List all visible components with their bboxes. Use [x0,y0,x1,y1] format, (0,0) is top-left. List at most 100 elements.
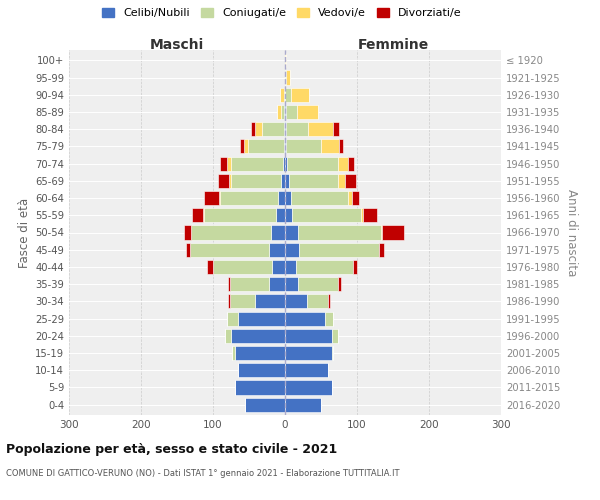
Bar [241,140,244,153]
Bar [299,242,379,257]
Bar [219,191,220,205]
Bar [286,105,296,119]
Bar [291,88,309,102]
Bar [284,140,285,153]
Bar [285,277,298,291]
Bar [229,174,231,188]
Bar [285,140,286,153]
Bar [280,88,284,102]
Bar [272,260,285,274]
Bar [277,105,281,119]
Bar [230,277,269,291]
Bar [232,346,235,360]
Bar [184,226,191,239]
Bar [285,346,332,360]
Bar [285,54,286,68]
Bar [225,328,231,343]
Bar [308,122,333,136]
Bar [339,140,343,153]
Bar [291,191,349,205]
Bar [328,294,329,308]
Bar [286,70,290,85]
Bar [285,312,325,326]
Bar [353,260,357,274]
Bar [285,363,328,378]
Bar [381,226,382,239]
Bar [248,140,284,153]
Text: Maschi: Maschi [150,38,204,52]
Bar [292,208,361,222]
Bar [251,122,255,136]
Bar [286,122,308,136]
Bar [332,328,338,343]
Text: COMUNE DI GATTICO-VERUNO (NO) - Dati ISTAT 1° gennaio 2021 - Elaborazione TUTTIT: COMUNE DI GATTICO-VERUNO (NO) - Dati IST… [6,468,400,477]
Text: Popolazione per età, sesso e stato civile - 2021: Popolazione per età, sesso e stato civil… [6,442,337,456]
Bar [361,208,363,222]
Bar [284,105,285,119]
Bar [231,156,283,170]
Bar [285,294,307,308]
Bar [338,156,349,170]
Bar [220,191,278,205]
Bar [325,312,333,326]
Bar [269,277,285,291]
Bar [231,328,285,343]
Bar [281,174,285,188]
Bar [284,88,285,102]
Bar [230,294,255,308]
Bar [285,156,287,170]
Bar [287,156,338,170]
Bar [285,105,286,119]
Bar [285,242,299,257]
Bar [285,208,292,222]
Bar [298,277,338,291]
Bar [285,174,289,188]
Bar [379,242,385,257]
Bar [281,105,284,119]
Bar [213,260,272,274]
Bar [285,328,332,343]
Bar [235,380,285,394]
Bar [296,260,353,274]
Bar [285,191,291,205]
Bar [205,208,277,222]
Bar [227,156,231,170]
Bar [349,191,352,205]
Bar [285,260,296,274]
Bar [283,156,285,170]
Bar [245,398,285,411]
Bar [285,88,291,102]
Bar [286,140,321,153]
Bar [228,277,230,291]
Bar [285,398,321,411]
Y-axis label: Anni di nascita: Anni di nascita [565,189,578,276]
Bar [349,156,354,170]
Bar [218,174,229,188]
Bar [262,122,284,136]
Bar [296,105,318,119]
Bar [227,312,238,326]
Bar [255,122,262,136]
Bar [285,380,332,394]
Bar [333,122,339,136]
Bar [190,242,269,257]
Bar [321,140,339,153]
Bar [284,122,285,136]
Bar [192,208,203,222]
Bar [332,346,333,360]
Bar [278,191,285,205]
Bar [235,346,285,360]
Bar [363,208,377,222]
Bar [238,363,285,378]
Bar [382,226,404,239]
Bar [285,70,286,85]
Y-axis label: Fasce di età: Fasce di età [18,198,31,268]
Bar [289,174,338,188]
Bar [228,294,230,308]
Bar [220,156,227,170]
Bar [338,277,341,291]
Bar [203,208,205,222]
Bar [352,191,359,205]
Text: Femmine: Femmine [358,38,428,52]
Bar [271,226,285,239]
